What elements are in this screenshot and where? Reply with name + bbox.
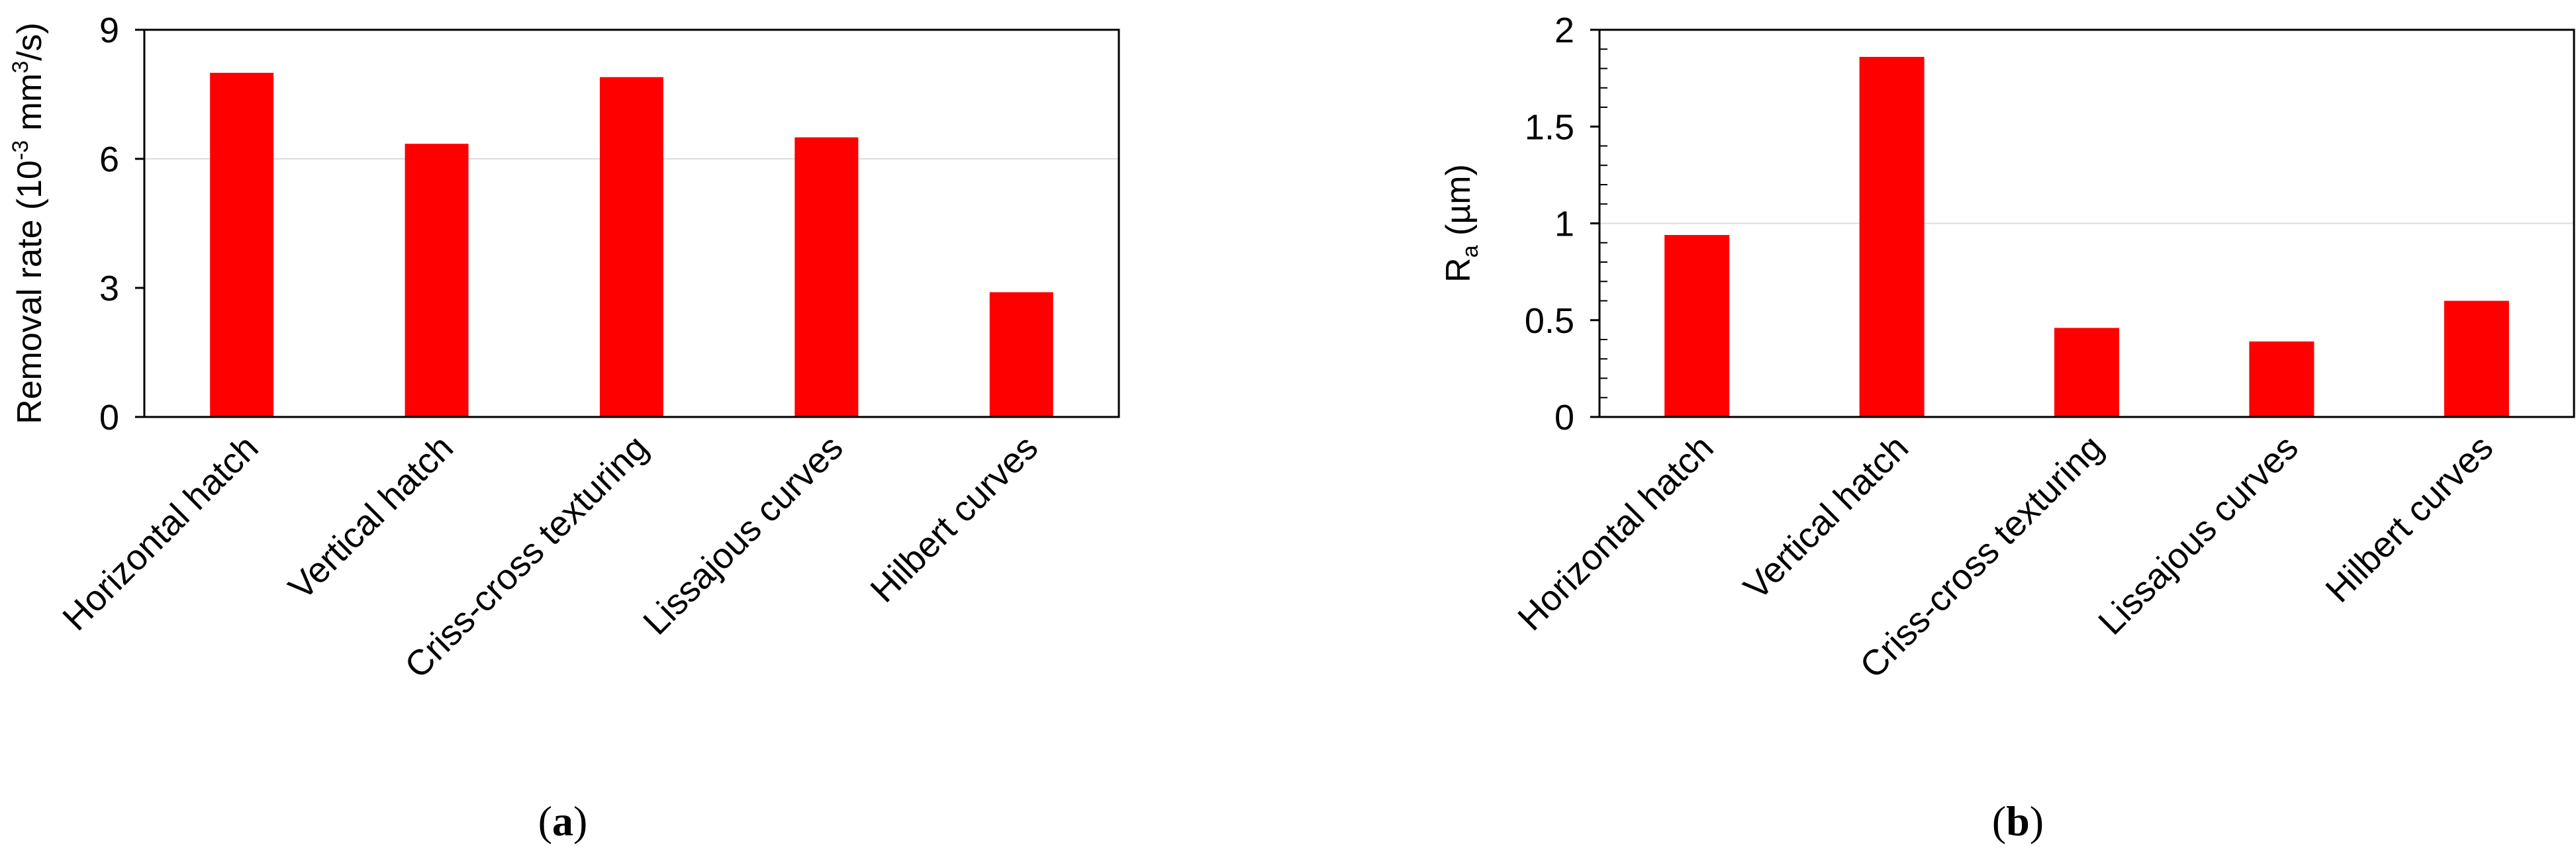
x-category-label: Hilbert curves bbox=[2318, 428, 2501, 610]
bar bbox=[794, 137, 859, 417]
bar bbox=[405, 144, 469, 417]
x-category-label: Lissajous curves bbox=[2091, 428, 2306, 643]
y-tick-label: 1 bbox=[1554, 205, 1574, 244]
y-tick-label: 1.5 bbox=[1525, 107, 1574, 147]
plot-frame bbox=[143, 28, 1120, 418]
x-category-label: Vertical hatch bbox=[1736, 428, 1916, 608]
x-category-label: Vertical hatch bbox=[281, 428, 461, 608]
bar bbox=[1859, 56, 1925, 417]
panel-label: (a) bbox=[538, 798, 588, 844]
panel-label: (b) bbox=[1992, 798, 2044, 844]
bar bbox=[600, 77, 663, 417]
y-tick-label: 0 bbox=[99, 398, 119, 437]
bar bbox=[210, 73, 274, 417]
y-tick-label: 2 bbox=[1554, 11, 1574, 50]
bar bbox=[1664, 235, 1730, 417]
bar bbox=[2054, 328, 2119, 417]
x-category-label: Horizontal hatch bbox=[1510, 428, 1721, 638]
x-category-label: Lissajous curves bbox=[636, 428, 851, 643]
y-tick-label: 3 bbox=[99, 269, 119, 308]
y-axis-title: Removal rate (10-3 mm3/s) bbox=[8, 23, 49, 424]
bar bbox=[989, 292, 1053, 417]
x-category-label: Hilbert curves bbox=[863, 428, 1045, 610]
y-tick-label: 9 bbox=[99, 11, 119, 50]
y-axis-title: Ra (µm) bbox=[1439, 164, 1483, 283]
y-tick-label: 0 bbox=[1554, 398, 1574, 437]
bar bbox=[2249, 341, 2314, 417]
bar bbox=[2444, 300, 2509, 417]
y-tick-label: 0.5 bbox=[1525, 301, 1574, 341]
x-category-label: Horizontal hatch bbox=[55, 428, 265, 638]
y-tick-label: 6 bbox=[99, 140, 119, 179]
